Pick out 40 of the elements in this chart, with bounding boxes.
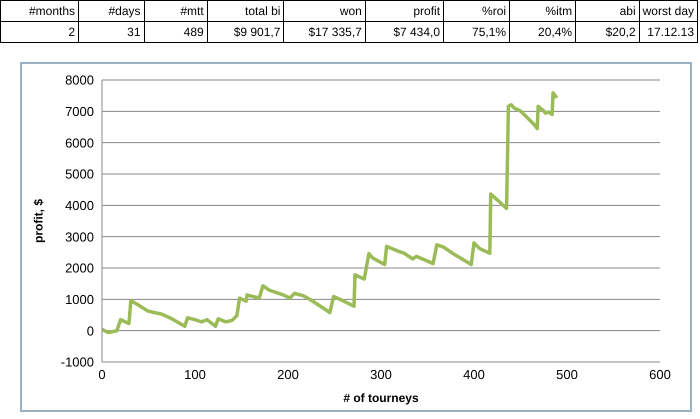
y-axis-title: profit, $ <box>31 198 46 243</box>
x-tick-label: 500 <box>556 367 578 382</box>
text: $9 901,7 <box>207 22 284 42</box>
text: worst day <box>639 0 698 22</box>
x-tick-label: 400 <box>463 367 485 382</box>
text: #days <box>78 0 144 22</box>
text: #mtt <box>144 0 208 22</box>
x-tick-label: 600 <box>649 367 671 382</box>
text: 17.12.13 <box>639 22 698 42</box>
y-tick-label: 6000 <box>65 135 94 150</box>
text: 489 <box>144 22 208 42</box>
text: 20,4% <box>510 22 576 42</box>
text: $17 335,7 <box>284 22 366 42</box>
y-tick-label: 7000 <box>65 104 94 119</box>
x-tick-label: 200 <box>277 367 299 382</box>
text: total bi <box>207 0 284 22</box>
y-tick-label: 0 <box>86 323 94 338</box>
y-tick-label: 2000 <box>65 260 94 276</box>
y-tick-label: -1000 <box>60 354 94 370</box>
text: %itm <box>510 0 576 22</box>
y-tick-label: 3000 <box>65 229 94 244</box>
text: 2 <box>0 22 79 42</box>
x-tick-label: 300 <box>370 367 392 382</box>
x-tick-label: 0 <box>98 367 106 382</box>
y-tick-label: 1000 <box>65 292 94 307</box>
text: won <box>284 0 366 22</box>
text: profit <box>365 0 444 22</box>
text: $20,2 <box>576 22 640 42</box>
text: 31 <box>78 22 144 42</box>
y-tick-label: 8000 <box>65 72 94 88</box>
text: $7 434,0 <box>365 22 444 42</box>
x-axis-title: # of tourneys <box>343 391 419 405</box>
y-tick-label: 4000 <box>65 198 94 213</box>
line-series <box>102 91 559 334</box>
text: abi <box>576 0 640 22</box>
x-tick-label: 100 <box>184 367 206 382</box>
text: %roi <box>444 0 510 22</box>
text: 75,1% <box>444 22 510 42</box>
y-tick-label: 5000 <box>65 166 94 182</box>
text: #months <box>0 0 79 22</box>
